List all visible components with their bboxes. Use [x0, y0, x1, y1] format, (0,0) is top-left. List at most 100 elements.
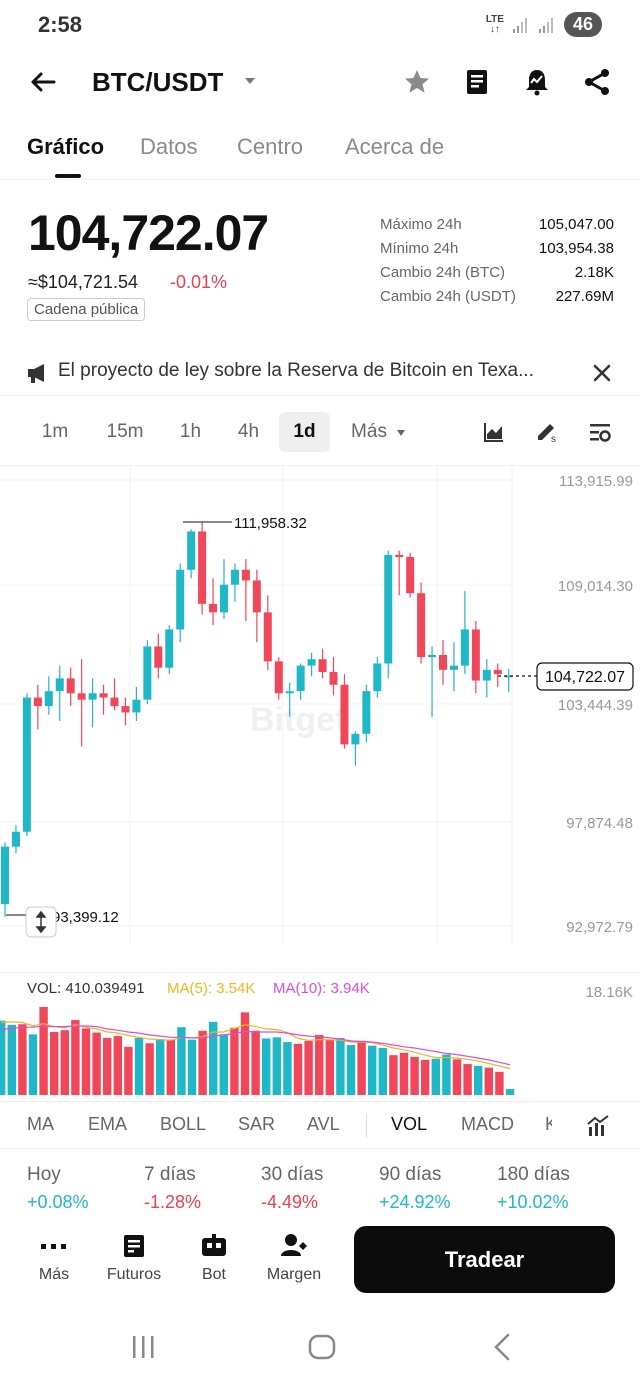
volume-bar	[325, 1039, 334, 1095]
indicator-vol[interactable]: VOL	[391, 1114, 428, 1134]
candle-body	[263, 612, 272, 662]
signal-icon	[512, 17, 527, 33]
price-chart[interactable]: Bitget 113,915.99 109,014.30 103,444.39 …	[0, 465, 640, 968]
indicator-sar[interactable]: SAR	[238, 1114, 276, 1134]
volume-svg[interactable]: VOL: 410.039491 MA(5): 3.54K MA(10): 3.9…	[0, 973, 640, 1101]
notebook-icon[interactable]	[462, 67, 492, 97]
interval-4h[interactable]: 4h	[237, 421, 260, 442]
news-headline[interactable]: El proyecto de ley sobre la Reserva de B…	[58, 360, 534, 381]
futures-button[interactable]: Futuros	[103, 1232, 165, 1284]
indicator-boll[interactable]: BOLL	[160, 1114, 207, 1134]
share-icon[interactable]	[582, 67, 612, 97]
volume-bar	[0, 1020, 6, 1095]
chart-settings-icon[interactable]	[588, 420, 612, 444]
stat-row: Máximo 24h 105,047.00	[380, 216, 614, 240]
price-alert-bell-icon[interactable]	[522, 67, 552, 97]
volume-bar	[60, 1030, 69, 1095]
indicator-divider	[366, 1114, 367, 1138]
volume-bar	[399, 1052, 409, 1095]
candle-body	[77, 693, 86, 700]
pair-title[interactable]: BTC/USDT	[92, 67, 224, 97]
interval-1h[interactable]: 1h	[179, 421, 202, 442]
indicator-settings-icon[interactable]	[586, 1114, 610, 1138]
recent-apps-icon[interactable]	[128, 1332, 158, 1362]
margin-button[interactable]: Margen	[262, 1232, 326, 1284]
battery-indicator: 46	[563, 12, 602, 37]
more-button[interactable]: Más	[34, 1232, 74, 1284]
ma5-label: MA(5): 3.54K	[167, 980, 255, 997]
indicator-bar: MA EMA BOLL SAR AVL VOL MACD K	[0, 1101, 640, 1149]
stat-label: Cambio 24h (USDT)	[380, 288, 516, 305]
drawing-tool-icon[interactable]: s	[534, 420, 560, 444]
volume-bar	[304, 1040, 313, 1095]
pair-dropdown-icon[interactable]	[243, 75, 257, 87]
volume-bar	[124, 1046, 133, 1095]
candle-body	[406, 557, 415, 594]
tab-acerca-de[interactable]: Acerca de	[345, 134, 445, 159]
chart-watermark: Bitget	[250, 701, 346, 739]
indicator-ema[interactable]: EMA	[88, 1114, 128, 1134]
interval-15m[interactable]: 15m	[106, 421, 144, 442]
perf-label: 7 días	[144, 1164, 196, 1185]
candle-body	[329, 672, 338, 685]
volume-chart[interactable]: VOL: 410.039491 MA(5): 3.54K MA(10): 3.9…	[0, 972, 640, 1100]
ma10-line	[1, 1025, 511, 1066]
candle-body	[230, 569, 239, 585]
back-nav-icon[interactable]	[488, 1332, 518, 1362]
public-chain-badge[interactable]: Cadena pública	[27, 298, 146, 321]
perf-value: -4.49%	[261, 1192, 319, 1212]
volume-bar	[389, 1055, 398, 1095]
candle-body	[340, 684, 349, 745]
interval-more-caret-icon[interactable]	[396, 429, 406, 437]
interval-1d[interactable]: 1d	[279, 412, 330, 452]
perf-30d: 30 días -4.49%	[261, 1164, 323, 1213]
volume-bar	[410, 1056, 419, 1095]
news-banner[interactable]: El proyecto de ley sobre la Reserva de B…	[0, 350, 640, 396]
stat-value: 105,047.00	[538, 216, 614, 233]
volume-bar	[357, 1040, 366, 1095]
trade-button[interactable]: Tradear	[354, 1226, 615, 1293]
vertical-scale-icon[interactable]	[35, 910, 47, 934]
volume-bar	[156, 1039, 165, 1095]
tab-grafico[interactable]: Gráfico	[27, 134, 105, 159]
favorite-star-icon[interactable]	[402, 67, 432, 97]
candle-body	[187, 531, 196, 570]
interval-more[interactable]: Más	[351, 421, 387, 442]
candle-body	[395, 554, 404, 558]
candle-body	[66, 678, 75, 694]
volume-bar	[505, 1089, 515, 1095]
back-arrow-icon[interactable]	[28, 67, 58, 97]
indicator-ma[interactable]: MA	[27, 1114, 54, 1134]
indicator-kdj[interactable]: K	[545, 1114, 552, 1134]
interval-1m[interactable]: 1m	[41, 421, 69, 442]
low-marker-label: 93,399.12	[52, 909, 119, 926]
close-icon[interactable]	[592, 363, 612, 383]
candle-body	[11, 831, 20, 847]
home-icon[interactable]	[307, 1332, 337, 1362]
candle-body	[482, 669, 491, 681]
stats-24h: Máximo 24h 105,047.00 Mínimo 24h 103,954…	[380, 216, 614, 312]
bot-button[interactable]: Bot	[195, 1232, 233, 1284]
chart-type-icon[interactable]	[482, 420, 506, 444]
perf-today: Hoy +0.08%	[27, 1164, 89, 1213]
current-price-label: 104,722.07	[545, 669, 625, 686]
indicator-macd[interactable]: MACD	[461, 1114, 514, 1134]
tab-active-indicator	[55, 174, 81, 178]
candle-body	[1, 846, 9, 905]
candle-body	[252, 580, 261, 613]
indicator-avl[interactable]: AVL	[307, 1114, 340, 1134]
candlestick-chart[interactable]: Bitget 113,915.99 109,014.30 103,444.39 …	[0, 466, 640, 968]
candle-body	[307, 659, 316, 666]
tab-centro[interactable]: Centro	[237, 134, 304, 159]
volume-bar	[113, 1036, 122, 1095]
volume-bar	[177, 1027, 186, 1095]
candle-body	[471, 629, 480, 681]
network-label: LTE	[485, 13, 504, 25]
volume-bar	[463, 1064, 472, 1095]
candle-body	[33, 697, 42, 707]
stat-row: Cambio 24h (USDT) 227.69M	[380, 288, 614, 312]
volume-bar	[431, 1058, 440, 1095]
volume-bar	[71, 1020, 80, 1095]
tab-datos[interactable]: Datos	[140, 134, 198, 159]
volume-bar	[7, 1024, 16, 1095]
